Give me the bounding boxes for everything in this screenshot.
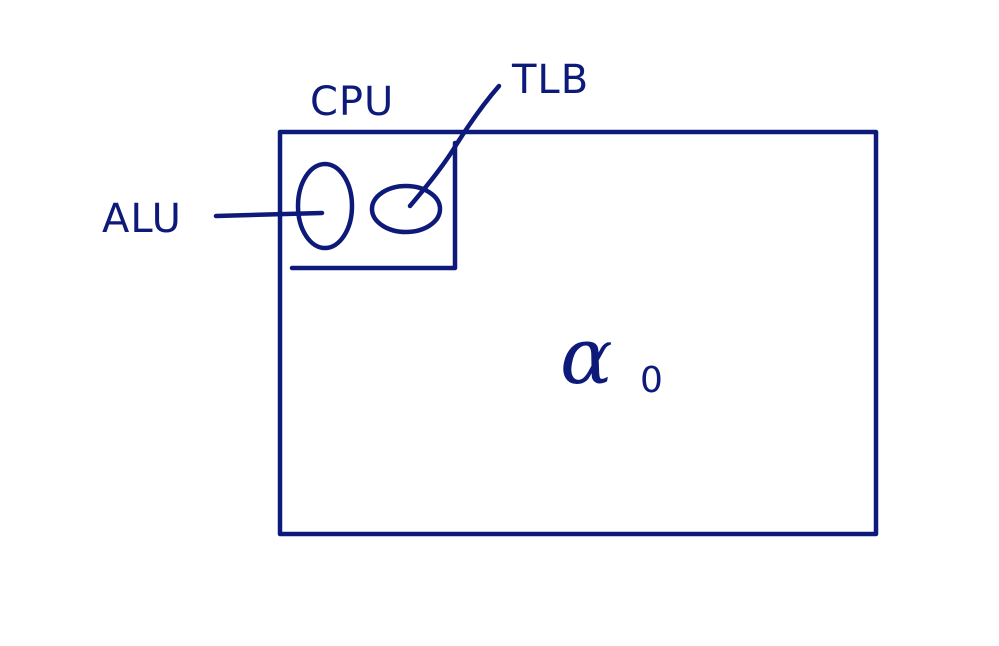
outer-box <box>277 129 879 537</box>
alu-ellipse <box>295 161 355 251</box>
tlb-ellipse <box>369 183 443 235</box>
alpha-subscript: 0 <box>640 360 663 401</box>
tlb-label: TLB <box>511 57 589 103</box>
cpu-label: CPU <box>310 79 394 125</box>
tlb-pointer-line <box>407 83 502 209</box>
cpu-box <box>289 140 458 271</box>
alpha-symbol: α <box>560 312 613 402</box>
alu-pointer-line <box>213 210 325 219</box>
alu-label: ALU <box>102 196 182 242</box>
